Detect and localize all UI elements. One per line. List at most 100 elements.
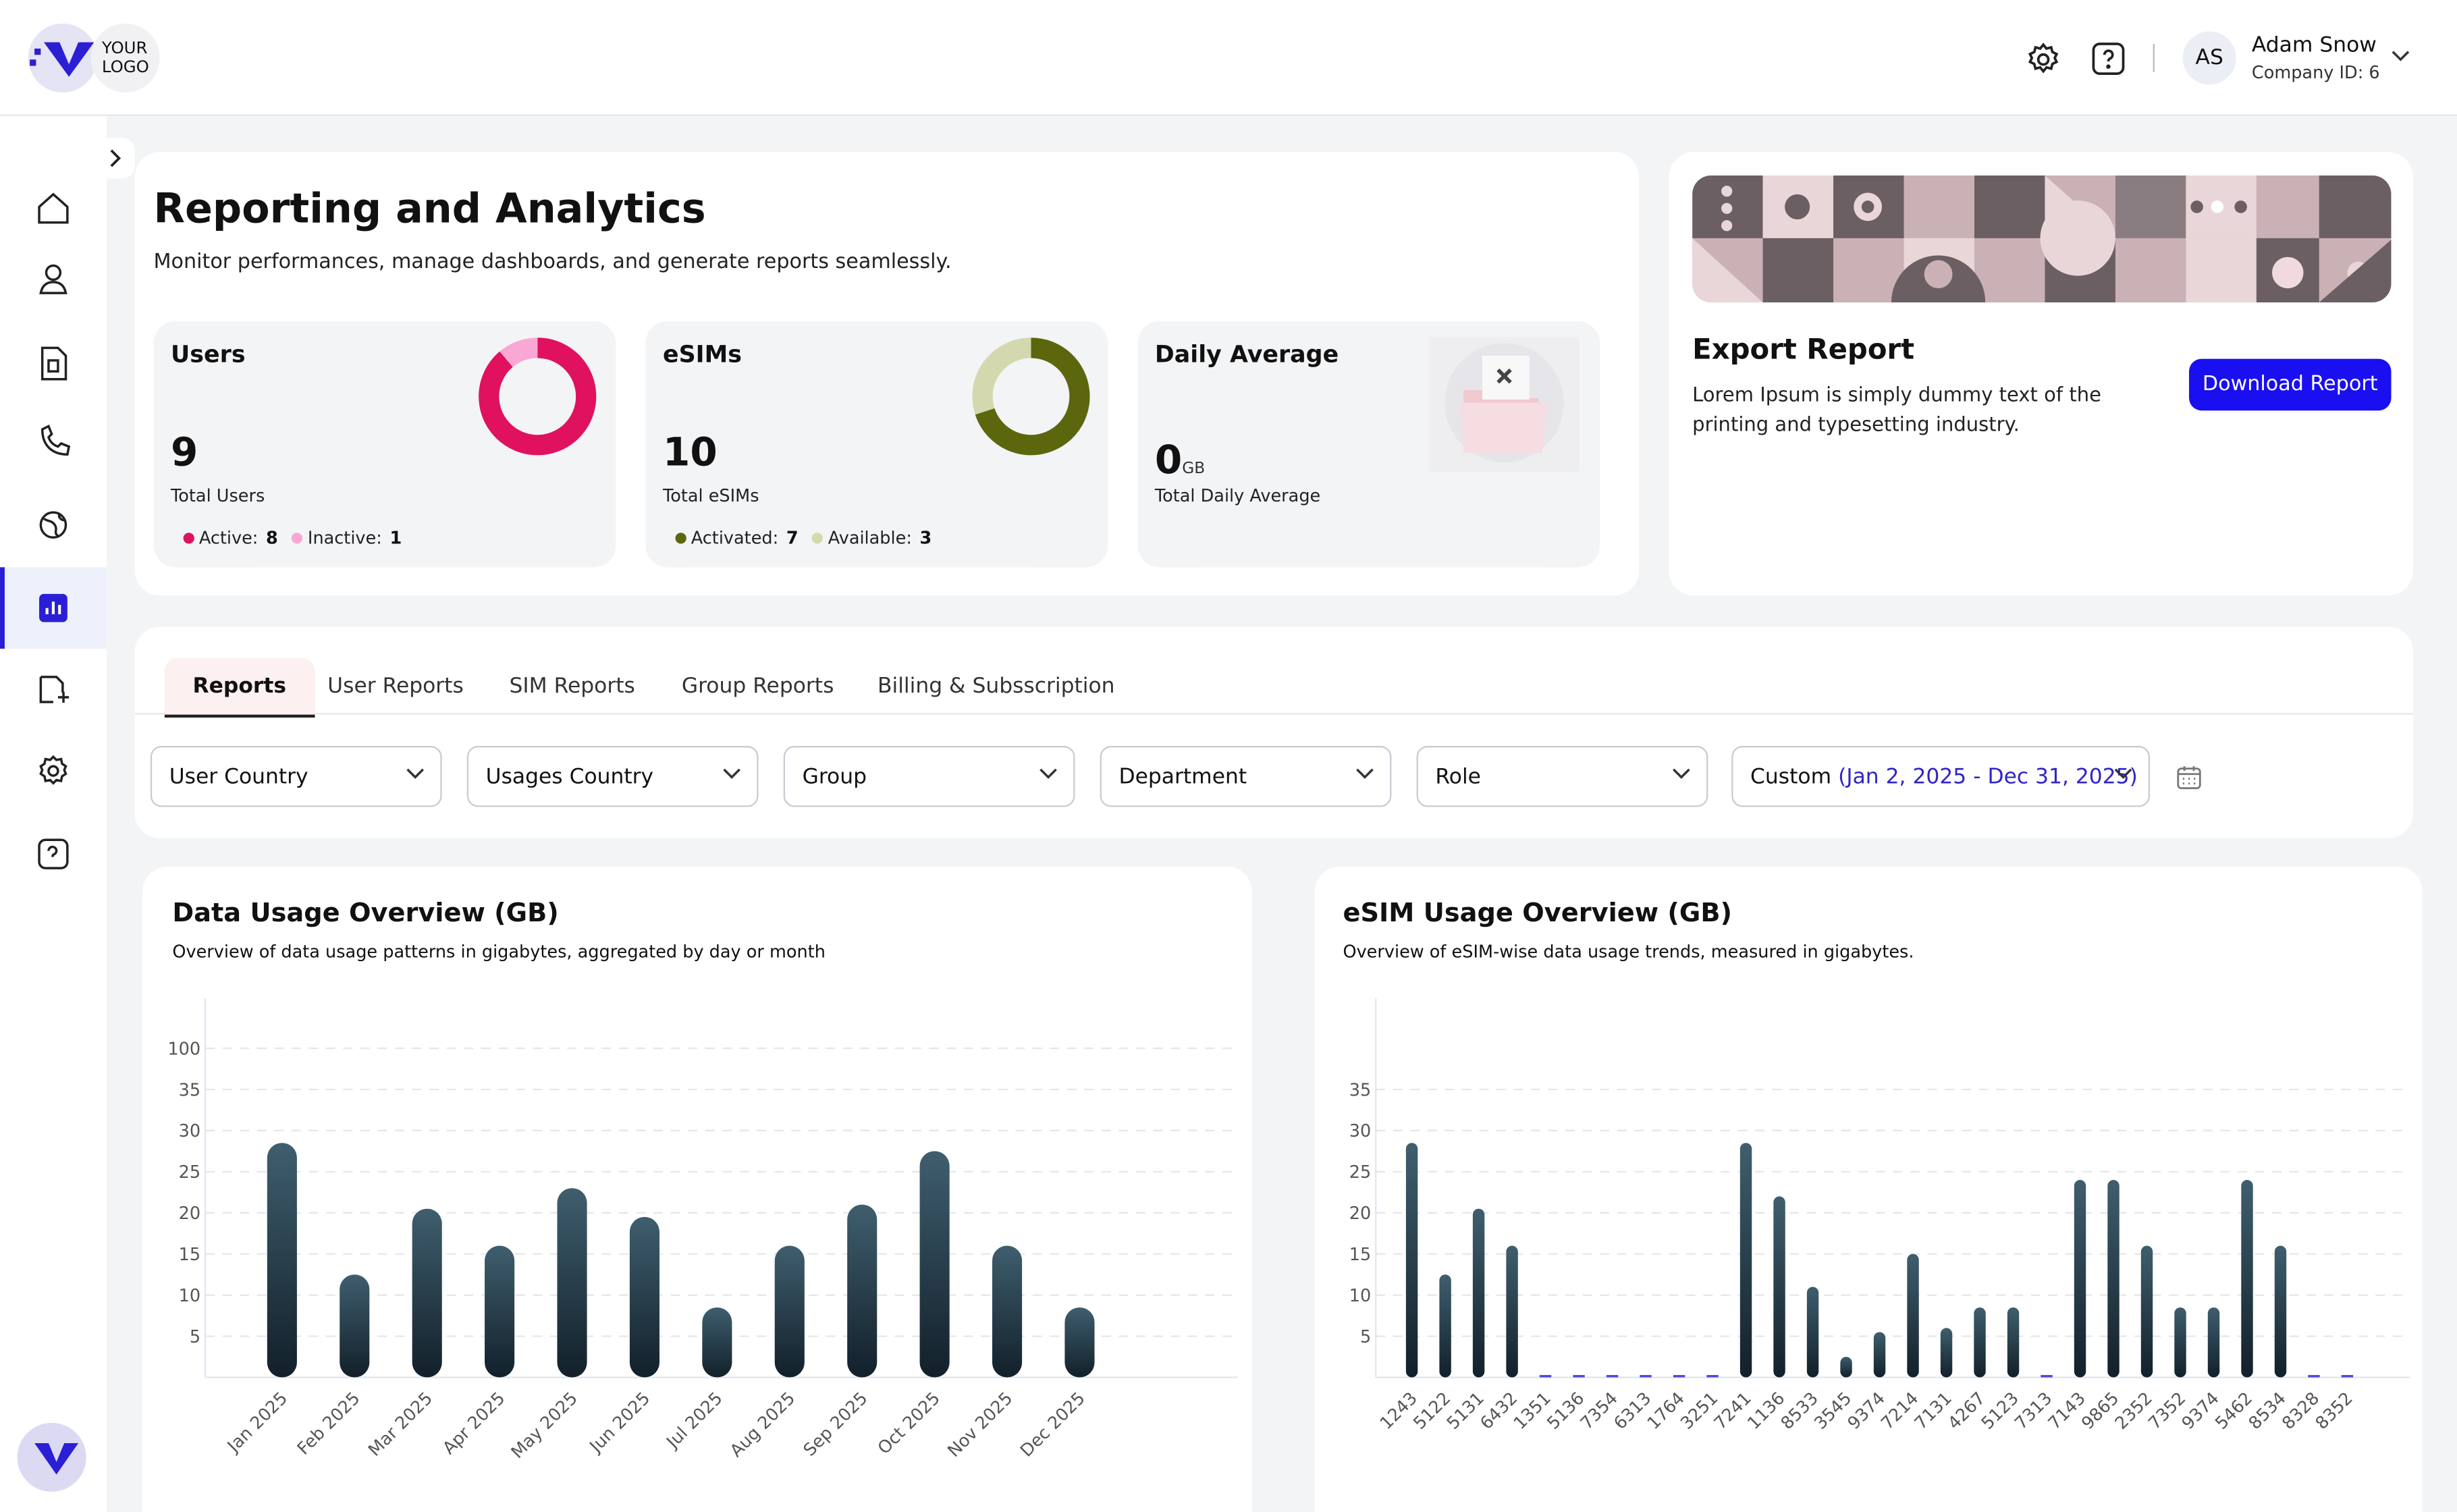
- filter-label: Usages Country: [485, 764, 654, 790]
- shape: [39, 755, 68, 785]
- help-icon[interactable]: [2092, 43, 2125, 76]
- legend-label: Inactive:: [307, 528, 382, 549]
- shape: [2114, 768, 2132, 779]
- nav-calls[interactable]: [40, 425, 71, 456]
- stat-title: Users: [171, 340, 246, 369]
- bar: [412, 1208, 442, 1378]
- shape: [2234, 200, 2247, 213]
- shape: [1861, 200, 1874, 213]
- filter-dropdown[interactable]: Department: [1100, 746, 1392, 807]
- donut-segment: [975, 338, 1090, 456]
- filter-dropdown[interactable]: Usages Country: [466, 746, 759, 807]
- bar: [1773, 1196, 1785, 1378]
- x-tick-label: 5462: [2211, 1388, 2257, 1434]
- shape: [2177, 767, 2201, 790]
- bar: [1640, 1375, 1652, 1378]
- tab[interactable]: Group Reports: [681, 674, 834, 699]
- nav-help[interactable]: [38, 838, 69, 869]
- date-filter-range: (Jan 2, 2025 - Dec 31, 2025): [1838, 764, 2138, 790]
- tab[interactable]: User Reports: [327, 674, 464, 699]
- y-tick-label: 20: [179, 1204, 200, 1224]
- x-tick-label: Jan 2025: [223, 1388, 292, 1457]
- bar: [2207, 1307, 2220, 1378]
- chevron-path: [723, 768, 740, 779]
- y-tick-label: 10: [1349, 1286, 1371, 1306]
- bar: [1673, 1375, 1685, 1378]
- shape: [39, 281, 68, 294]
- filter-label: Department: [1118, 764, 1247, 790]
- bar: [629, 1216, 660, 1378]
- bar: [1472, 1208, 1485, 1378]
- chart-card: [1314, 866, 2423, 1512]
- x-tick-label: 8534: [2245, 1388, 2290, 1434]
- export-title: Export Report: [1692, 333, 1915, 367]
- calendar-icon[interactable]: [2176, 765, 2201, 790]
- x-tick-label: Jun 2025: [585, 1388, 654, 1457]
- shape: [34, 1443, 79, 1475]
- bar: [2074, 1180, 2086, 1378]
- shape: [2319, 176, 2392, 238]
- user-menu-chevron[interactable]: [2392, 50, 2410, 63]
- nav-add-doc[interactable]: [39, 676, 70, 703]
- nav-sim[interactable]: [40, 346, 68, 381]
- nav-users[interactable]: [39, 264, 68, 294]
- x-tick-label: 7313: [2011, 1388, 2056, 1434]
- filter-dropdown[interactable]: Group: [783, 746, 1075, 807]
- bar: [557, 1188, 587, 1378]
- legend-value: 3: [919, 528, 932, 549]
- chart: 5 10 15 20 25 30 35 100 Jan 2025 Feb 2025 Mar 2025…: [167, 998, 1238, 1463]
- tab[interactable]: Billing & Subsscription: [878, 674, 1115, 699]
- stat-value-row: 0GB: [1155, 437, 1205, 483]
- divider: [2153, 44, 2155, 72]
- legend-value: 8: [266, 528, 278, 549]
- shape: [1496, 368, 1512, 384]
- nav-globe[interactable]: [39, 511, 68, 539]
- nav-settings[interactable]: [39, 755, 68, 785]
- stat-unit: GB: [1182, 460, 1206, 479]
- download-button[interactable]: Download Report: [2189, 358, 2392, 411]
- x-tick-label: 9374: [1844, 1388, 1889, 1434]
- stat-value: 10: [662, 429, 718, 475]
- bar: [1064, 1307, 1095, 1378]
- settings-icon[interactable]: [2026, 43, 2061, 77]
- x-tick-label: 1764: [1644, 1388, 1689, 1434]
- stat-value: 9: [171, 429, 198, 475]
- x-tick-label: Feb 2025: [294, 1388, 364, 1459]
- bar: [1539, 1375, 1552, 1378]
- x-tick-label: 7214: [1877, 1388, 1922, 1434]
- legend-label: Active:: [198, 528, 259, 549]
- chevron-path: [1040, 768, 1057, 779]
- shape: [2106, 64, 2111, 69]
- date-filter-label: Custom: [1750, 764, 1832, 790]
- y-tick-label: 10: [179, 1286, 200, 1306]
- y-tick-label: 30: [179, 1121, 200, 1141]
- y-tick-label: 35: [1349, 1080, 1371, 1100]
- bar: [1907, 1253, 1919, 1378]
- date-filter[interactable]: Custom (Jan 2, 2025 - Dec 31, 2025): [1731, 746, 2151, 807]
- tab[interactable]: SIM Reports: [509, 674, 635, 699]
- shape: [1460, 402, 1548, 453]
- nav-reports-bars: [45, 601, 61, 615]
- donut-segment: [500, 338, 538, 368]
- x-tick-label: 1351: [1510, 1388, 1555, 1434]
- shape: [47, 765, 59, 777]
- sidebar-toggle[interactable]: [97, 138, 135, 179]
- shape: [1721, 186, 1733, 197]
- bar: [992, 1245, 1023, 1378]
- nav-home[interactable]: [38, 192, 69, 224]
- nav-icons: [38, 192, 71, 869]
- bar: [1840, 1357, 1852, 1378]
- shape: [57, 691, 70, 703]
- stat-legend: Active: 8 Inactive: 1: [183, 528, 402, 549]
- chart-subtitle: Overview of data usage patterns in gigab…: [172, 942, 826, 963]
- bar: [1573, 1375, 1585, 1378]
- filter-dropdown[interactable]: Role: [1416, 746, 1708, 807]
- tab[interactable]: Reports: [164, 658, 315, 718]
- bar: [2241, 1180, 2253, 1378]
- bar: [1405, 1143, 1418, 1378]
- tab-divider: [134, 713, 2414, 715]
- bar: [1439, 1274, 1451, 1378]
- filter-dropdown[interactable]: User Country: [150, 746, 442, 807]
- avatar[interactable]: AS: [2182, 31, 2236, 85]
